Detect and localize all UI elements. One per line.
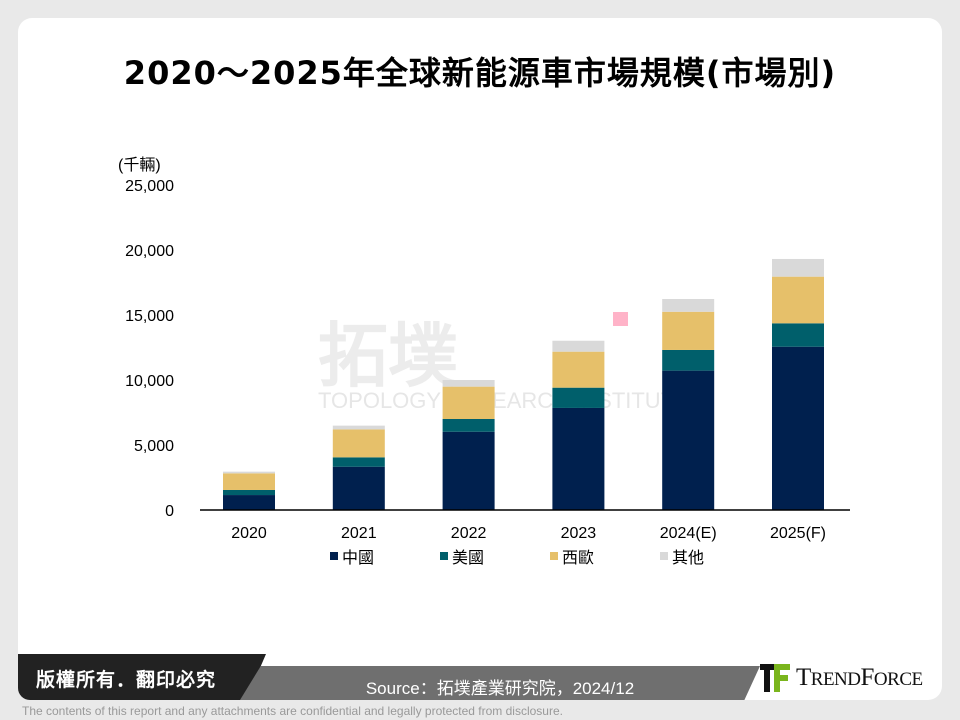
legend-swatch [440,552,448,560]
trendforce-logo: TRENDFORCE [760,664,923,692]
legend-swatch [660,552,668,560]
x-tick-label: 2021 [341,525,377,542]
legend-label: 美國 [452,549,484,567]
trendforce-logo-text: TRENDFORCE [796,664,923,691]
bar-segment-中國 [552,407,605,510]
y-tick-label: 20,000 [125,243,174,260]
bar-segment-中國 [772,346,824,510]
legend-swatch [550,552,558,560]
bar-segment-中國 [662,370,715,510]
bar-segment-美國 [223,489,275,496]
bar-segment-美國 [552,387,605,408]
watermark: 拓墣 [318,315,458,397]
x-tick-label: 2025(F) [770,525,826,542]
copyright-banner: 版權所有．翻印必究 [18,654,266,700]
bar-segment-中國 [332,466,385,510]
bar-segment-其他 [442,380,495,387]
source-text: Source：拓墣產業研究院，2024/12 [365,679,635,698]
bar-segment-中國 [223,495,275,510]
pink-marker [613,312,628,326]
bar-segment-西歐 [332,429,385,458]
bar-segment-西歐 [662,311,715,350]
bar-segment-其他 [223,471,275,474]
y-tick-label: 5,000 [134,438,174,455]
legend-swatch [330,552,338,560]
y-tick-label: 25,000 [125,178,174,195]
x-tick-label: 2023 [561,525,597,542]
bar-segment-其他 [332,425,385,430]
bar-segment-西歐 [772,276,824,324]
bar-segment-中國 [442,431,495,510]
bar-segment-西歐 [442,386,495,419]
y-tick-label: 10,000 [125,373,174,390]
y-tick-label: 0 [165,503,174,520]
bar-segment-美國 [662,349,715,371]
y-tick-label: 15,000 [125,308,174,325]
bar-segment-美國 [442,419,495,432]
chart-title: 2020～2025年全球新能源車市場規模(市場別) [123,54,837,92]
disclaimer: The contents of this report and any atta… [22,704,563,718]
bar-segment-其他 [662,299,715,312]
bar-segment-其他 [772,258,824,277]
x-tick-label: 2024(E) [660,525,717,542]
bar-segment-美國 [772,323,824,347]
copyright-text: 版權所有．翻印必究 [36,669,217,691]
watermark-en: TOPOLOGY RESEARCH INSTITUTE [318,388,689,413]
bar-segment-美國 [332,457,385,467]
trendforce-logo-icon [760,664,790,692]
bar-segment-西歐 [552,351,605,388]
x-tick-label: 2020 [231,525,267,542]
y-axis-unit-label: (千輛) [118,156,161,174]
x-tick-label: 2022 [451,525,487,542]
source-banner: Source：拓墣產業研究院，2024/12 [240,666,760,700]
bar-segment-西歐 [223,473,275,490]
bar-segment-其他 [552,340,605,352]
legend-label: 中國 [342,549,374,567]
legend-label: 西歐 [562,549,594,567]
legend-label: 其他 [672,549,704,567]
